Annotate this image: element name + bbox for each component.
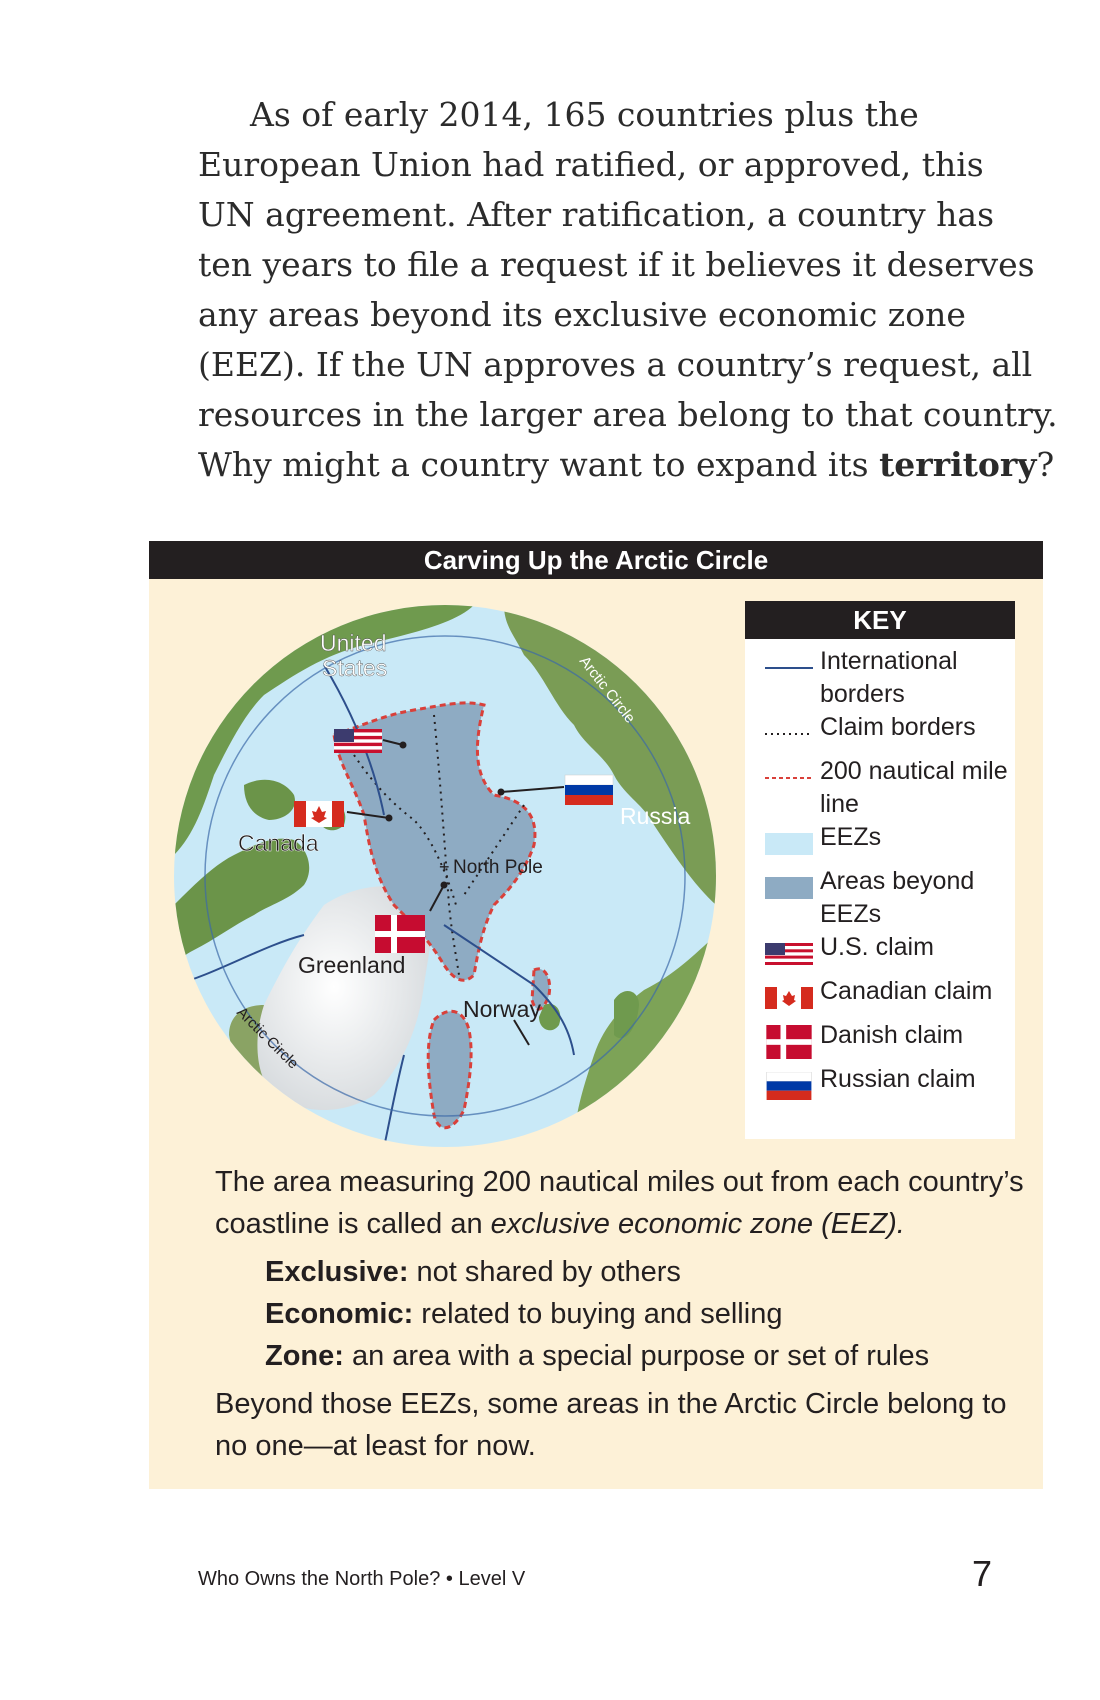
pointer-dot (399, 741, 407, 749)
international-border (383, 1054, 405, 1147)
key-label: Claim borders (820, 713, 976, 741)
key-item: Russian claim (745, 1063, 1015, 1107)
dotted-line-icon (765, 733, 813, 735)
russia-flag-icon (564, 774, 614, 805)
caption-paragraph: The area measuring 200 nautical miles ou… (165, 1161, 1035, 1245)
key-item: International borders (745, 645, 1015, 711)
sidebar-caption: The area measuring 200 nautical miles ou… (165, 1161, 1035, 1467)
us-flag-icon (334, 729, 382, 753)
intro-line: (EEZ). If the UN approves a country’s re… (198, 345, 1033, 384)
land-canada (174, 838, 310, 965)
definition-term: Economic: (265, 1298, 414, 1330)
pointer-line (346, 811, 390, 819)
area-beyond-eez (530, 967, 552, 1011)
pointer-dot (497, 788, 505, 796)
international-border (443, 924, 575, 1056)
arctic-sidebar: Carving Up the Arctic Circle (149, 541, 1043, 1489)
label-united-states: United (320, 630, 386, 656)
definition: Economic: related to buying and selling (265, 1293, 1035, 1335)
area-beyond-eez (332, 701, 537, 982)
arctic-map: + United States Canada Greenland Russ (174, 605, 716, 1147)
claim-border (433, 714, 460, 976)
key-item: Claim borders (745, 711, 1015, 755)
key-item: 200 nautical mile line (745, 755, 1015, 821)
denmark-flag-icon (766, 1025, 812, 1059)
pointer-line (500, 786, 565, 793)
label-north-pole: North Pole (453, 857, 543, 878)
definition-term: Exclusive: (265, 1256, 409, 1288)
dashed-red-line-icon (765, 777, 813, 779)
sidebar-title: Carving Up the Arctic Circle (149, 541, 1043, 579)
label-russia: Russia (620, 803, 691, 829)
intro-text: Why might a country want to expand its (198, 445, 880, 484)
intro-paragraph: As of early 2014, 165 countries plus the… (198, 90, 1058, 490)
canada-flag-icon (294, 801, 344, 827)
map-key: KEY International borders Claim borders … (745, 601, 1015, 1139)
label-united-states: States (322, 655, 387, 681)
definition-term: Zone: (265, 1340, 344, 1372)
key-item: EEZs (745, 821, 1015, 865)
intro-line: ten years to file a request if it believ… (198, 245, 1035, 284)
area-beyond-eez (426, 1009, 473, 1129)
caption-paragraph: Beyond those EEZs, some areas in the Arc… (215, 1388, 1007, 1462)
definition-text: an area with a special purpose or set of… (343, 1340, 930, 1372)
land-canada-east (174, 1031, 220, 1147)
page-number: 7 (972, 1553, 993, 1594)
arctic-circle-line (204, 635, 686, 1117)
intro-line: resources in the larger area belong to t… (198, 395, 1058, 434)
gray-blue-fill (765, 877, 813, 899)
definition-text: related to buying and selling (413, 1298, 783, 1330)
north-pole-marker: + (439, 857, 450, 877)
intro-line-last: Why might a country want to expand its t… (198, 440, 1054, 490)
pointer-dot (385, 814, 393, 822)
key-items: International borders Claim borders 200 … (745, 645, 1015, 1107)
light-blue-fill (765, 833, 813, 855)
key-item: Danish claim (745, 1019, 1015, 1063)
footer-book-title: Who Owns the North Pole? • Level V (198, 1568, 526, 1590)
denmark-flag-icon (375, 915, 425, 953)
key-label: EEZs (820, 823, 882, 851)
key-item: Canadian claim (745, 975, 1015, 1019)
caption-text: The area measuring 200 nautical miles ou… (215, 1166, 1024, 1240)
key-label: 200 nautical mile line (820, 757, 1008, 818)
intro-line: European Union had ratified, or approved… (198, 145, 984, 184)
key-label: U.S. claim (820, 933, 934, 961)
key-title: KEY (745, 601, 1015, 639)
key-label: Areas beyond EEZs (820, 867, 975, 928)
land-greenland-coast (229, 1005, 274, 1095)
intro-line: As of early 2014, 165 countries plus the (250, 95, 919, 134)
pointer-line (513, 1019, 530, 1046)
key-label: Russian claim (820, 1065, 976, 1093)
key-item: U.S. claim (745, 931, 1015, 975)
key-label: International borders (820, 647, 958, 708)
intro-line: UN agreement. After ratification, a coun… (198, 195, 995, 234)
solid-line-icon (765, 667, 813, 669)
key-item: Areas beyond EEZs (745, 865, 1015, 931)
pointer-dot (440, 881, 448, 889)
intro-text: ? (1036, 445, 1055, 484)
pointer-line (429, 884, 445, 912)
label-norway: Norway (463, 996, 541, 1022)
definition: Zone: an area with a special purpose or … (265, 1335, 1035, 1377)
intro-line: any areas beyond its exclusive economic … (198, 295, 966, 334)
russia-flag-icon (766, 1072, 812, 1100)
canada-flag-icon (765, 987, 813, 1009)
label-greenland: Greenland (298, 952, 405, 978)
key-label: Canadian claim (820, 977, 993, 1005)
definition-list: Exclusive: not shared by others Economic… (165, 1251, 1035, 1377)
definition: Exclusive: not shared by others (265, 1251, 1035, 1293)
land-island (244, 779, 295, 820)
key-label: Danish claim (820, 1021, 964, 1049)
caption-italic: exclusive economic zone (EEZ). (490, 1208, 905, 1240)
label-canada: Canada (238, 830, 319, 856)
definition-text: not shared by others (408, 1256, 681, 1288)
vocab-word: territory (879, 445, 1037, 484)
us-flag-icon (765, 943, 813, 965)
